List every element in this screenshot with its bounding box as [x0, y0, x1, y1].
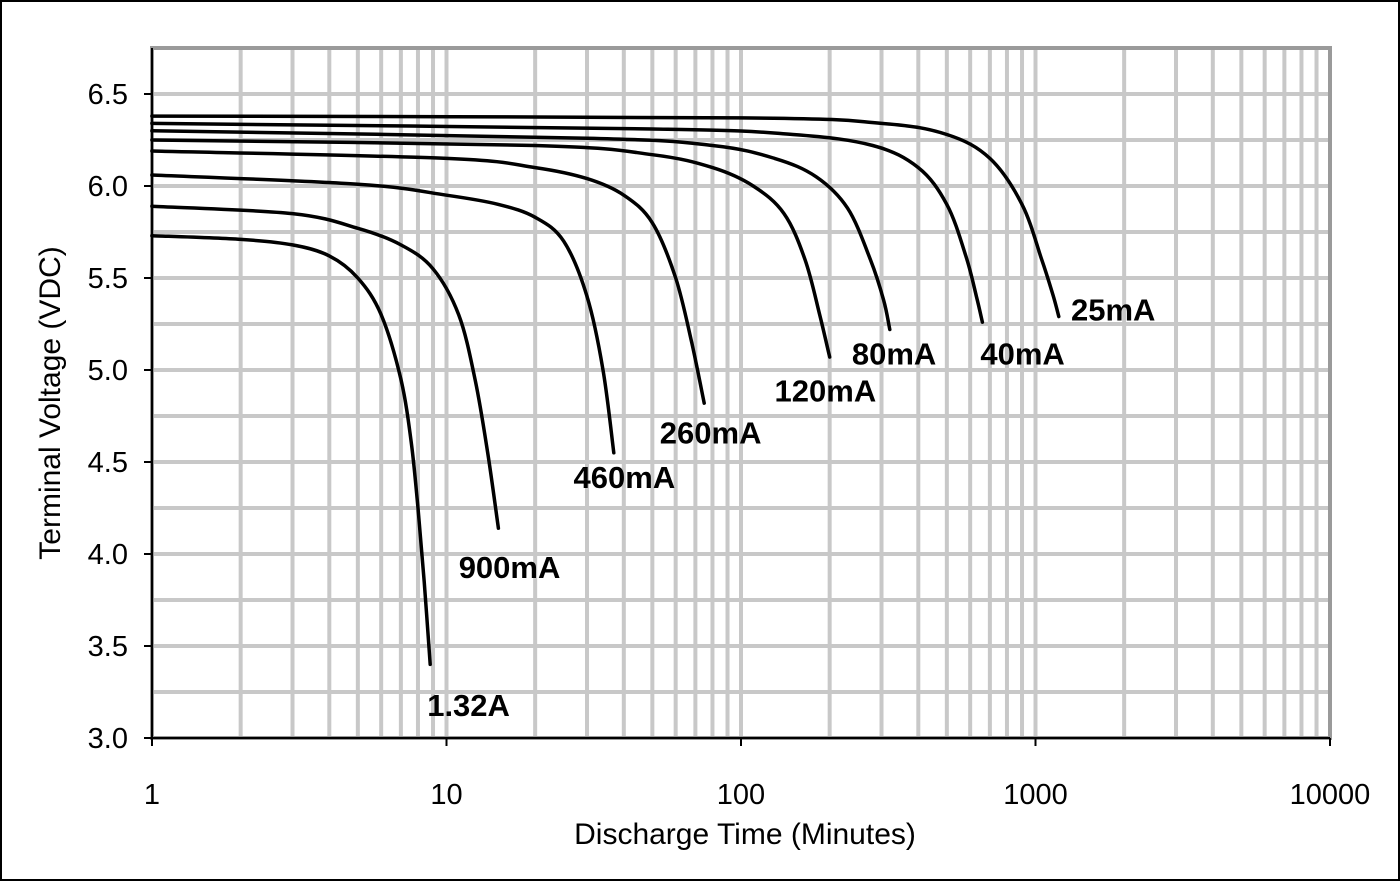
- series-label-25mA: 25mA: [1071, 292, 1155, 327]
- axes: 1 10 100 1000 10000 3.0 3.5 4.0 4.5 5.0 5.5 6.0 6.5: [88, 48, 1371, 811]
- y-axis-title: Terminal Voltage (VDC): [34, 246, 67, 559]
- series-label-260mA: 260mA: [660, 416, 762, 451]
- x-tick-label: 1000: [1003, 779, 1068, 811]
- series-line-120mA: [150, 138, 832, 359]
- series-label-1.32A: 1.32A: [427, 688, 510, 723]
- series-label-40mA: 40mA: [980, 336, 1064, 371]
- series-label-900mA: 900mA: [459, 550, 561, 585]
- series-line-1.32A: [150, 233, 432, 667]
- y-tick-label: 6.0: [88, 171, 128, 203]
- series-line-460mA: [150, 173, 616, 455]
- x-axis-title: Discharge Time (Minutes): [574, 818, 916, 851]
- y-tick-label: 5.0: [88, 355, 128, 387]
- x-tick-label: 1: [144, 779, 160, 811]
- series-label-460mA: 460mA: [574, 460, 676, 495]
- series-label-120mA: 120mA: [775, 373, 877, 408]
- series-label-80mA: 80mA: [852, 336, 936, 371]
- series-line-900mA: [150, 204, 501, 530]
- y-tick-label: 5.5: [88, 263, 128, 295]
- series-line-80mA: [150, 129, 892, 332]
- series-line-40mA: [150, 121, 985, 324]
- series-line-260mA: [150, 149, 706, 405]
- grid: [152, 48, 1330, 738]
- series-lines: [150, 114, 1061, 667]
- y-tick-label: 4.0: [88, 539, 128, 571]
- y-tick-label: 3.5: [88, 631, 128, 663]
- y-tick-label: 6.5: [88, 79, 128, 111]
- x-tick-label: 10000: [1290, 779, 1371, 811]
- y-tick-label: 3.0: [88, 723, 128, 755]
- x-tick-label: 100: [717, 779, 765, 811]
- series-line-25mA: [150, 114, 1061, 319]
- y-tick-label: 4.5: [88, 447, 128, 479]
- x-tick-label: 10: [430, 779, 462, 811]
